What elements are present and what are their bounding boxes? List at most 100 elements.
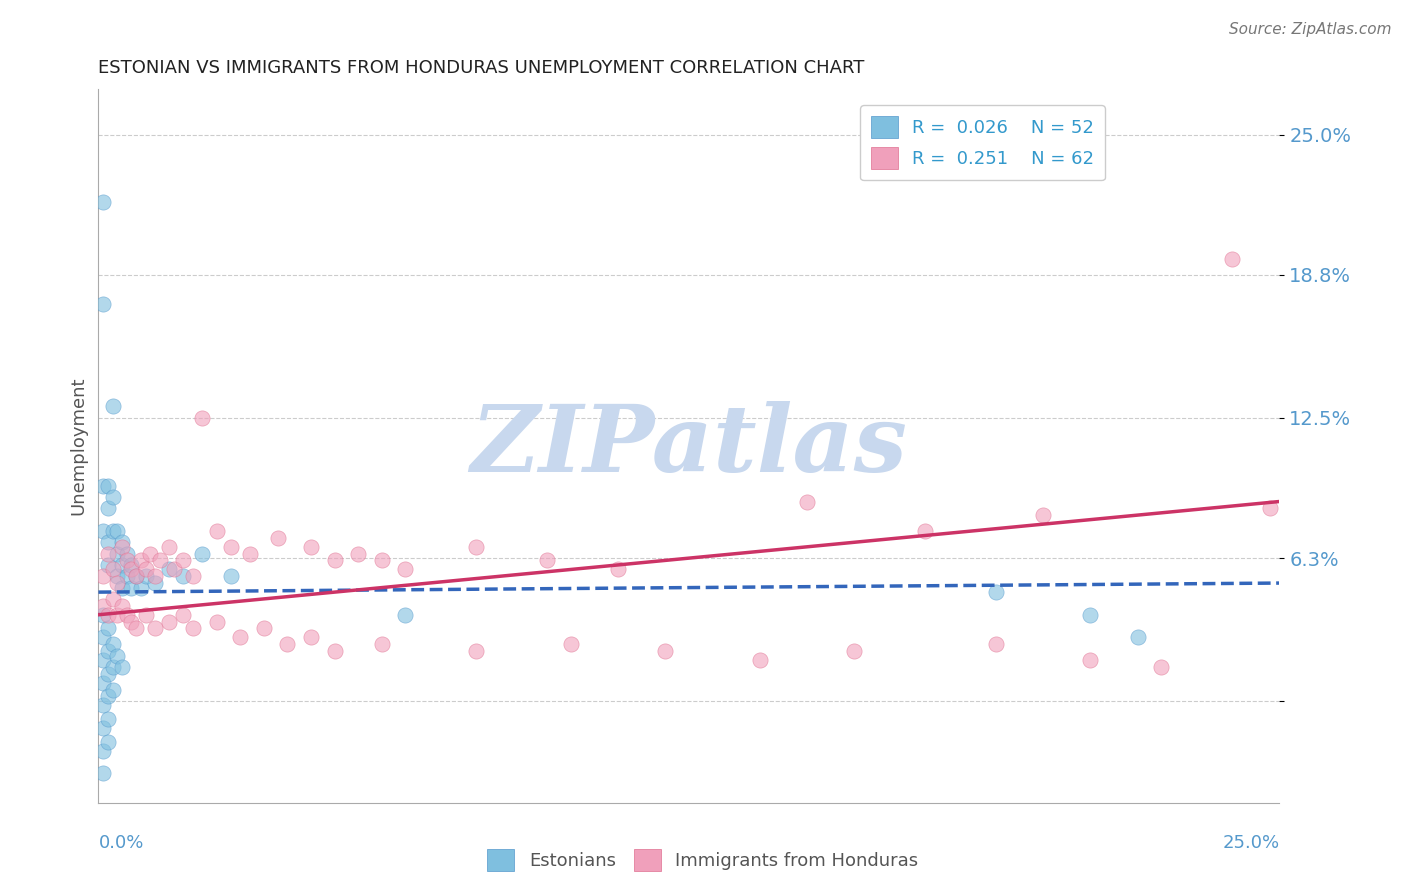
Point <box>91 675 114 690</box>
Point <box>97 666 120 681</box>
Point <box>276 637 298 651</box>
Point <box>1032 508 1054 522</box>
Point <box>239 547 262 561</box>
Point <box>135 569 157 583</box>
Point <box>97 547 120 561</box>
Point <box>101 682 124 697</box>
Point <box>101 591 124 606</box>
Point <box>914 524 936 538</box>
Point <box>1258 501 1281 516</box>
Point <box>394 562 416 576</box>
Point <box>157 540 180 554</box>
Point <box>91 766 114 780</box>
Point <box>105 569 128 583</box>
Point <box>111 660 134 674</box>
Point <box>129 553 152 567</box>
Text: ESTONIAN VS IMMIGRANTS FROM HONDURAS UNEMPLOYMENT CORRELATION CHART: ESTONIAN VS IMMIGRANTS FROM HONDURAS UNE… <box>98 59 865 77</box>
Point <box>91 569 114 583</box>
Point <box>748 653 770 667</box>
Point <box>172 607 194 622</box>
Point <box>97 734 120 748</box>
Point <box>91 524 114 538</box>
Point <box>607 562 630 576</box>
Point <box>157 562 180 576</box>
Point <box>91 653 114 667</box>
Point <box>143 621 166 635</box>
Point <box>91 721 114 735</box>
Point <box>105 576 128 591</box>
Point <box>654 644 676 658</box>
Point <box>91 607 114 622</box>
Point <box>1080 607 1102 622</box>
Point <box>105 648 128 663</box>
Point <box>91 478 114 492</box>
Point <box>129 581 152 595</box>
Point <box>97 558 120 572</box>
Point <box>139 547 162 561</box>
Point <box>465 540 488 554</box>
Point <box>323 644 346 658</box>
Point <box>323 553 346 567</box>
Point <box>115 607 138 622</box>
Point <box>97 621 120 635</box>
Point <box>121 615 143 629</box>
Point <box>135 562 157 576</box>
Point <box>205 615 228 629</box>
Point <box>97 607 120 622</box>
Point <box>984 637 1007 651</box>
Point <box>143 576 166 591</box>
Point <box>229 631 252 645</box>
Point <box>101 660 124 674</box>
Point <box>181 569 204 583</box>
Point <box>115 547 138 561</box>
Point <box>299 540 322 554</box>
Point <box>125 621 148 635</box>
Point <box>111 558 134 572</box>
Point <box>105 524 128 538</box>
Point <box>299 631 322 645</box>
Point <box>97 501 120 516</box>
Point <box>267 531 290 545</box>
Point <box>91 599 114 613</box>
Point <box>121 562 143 576</box>
Point <box>172 569 194 583</box>
Point <box>111 599 134 613</box>
Point <box>149 553 172 567</box>
Point <box>1126 631 1149 645</box>
Point <box>205 524 228 538</box>
Point <box>465 644 488 658</box>
Point <box>371 553 394 567</box>
Point <box>111 581 134 595</box>
Point <box>105 607 128 622</box>
Point <box>1150 660 1173 674</box>
Point <box>105 547 128 561</box>
Point <box>97 690 120 704</box>
Point <box>97 535 120 549</box>
Point <box>135 607 157 622</box>
Point <box>1220 252 1243 266</box>
Text: Source: ZipAtlas.com: Source: ZipAtlas.com <box>1229 22 1392 37</box>
Y-axis label: Unemployment: Unemployment <box>69 376 87 516</box>
Point <box>97 712 120 726</box>
Point <box>111 540 134 554</box>
Point <box>111 535 134 549</box>
Point <box>181 621 204 635</box>
Point <box>91 195 114 210</box>
Point <box>219 569 242 583</box>
Point <box>984 585 1007 599</box>
Text: 25.0%: 25.0% <box>1222 834 1279 852</box>
Point <box>143 569 166 583</box>
Point <box>219 540 242 554</box>
Point <box>796 494 818 508</box>
Point <box>253 621 276 635</box>
Point <box>844 644 866 658</box>
Point <box>125 569 148 583</box>
Legend: Estonians, Immigrants from Honduras: Estonians, Immigrants from Honduras <box>481 842 925 879</box>
Point <box>101 562 124 576</box>
Point <box>101 490 124 504</box>
Point <box>115 569 138 583</box>
Point <box>371 637 394 651</box>
Point <box>191 547 214 561</box>
Point <box>1080 653 1102 667</box>
Point <box>97 478 120 492</box>
